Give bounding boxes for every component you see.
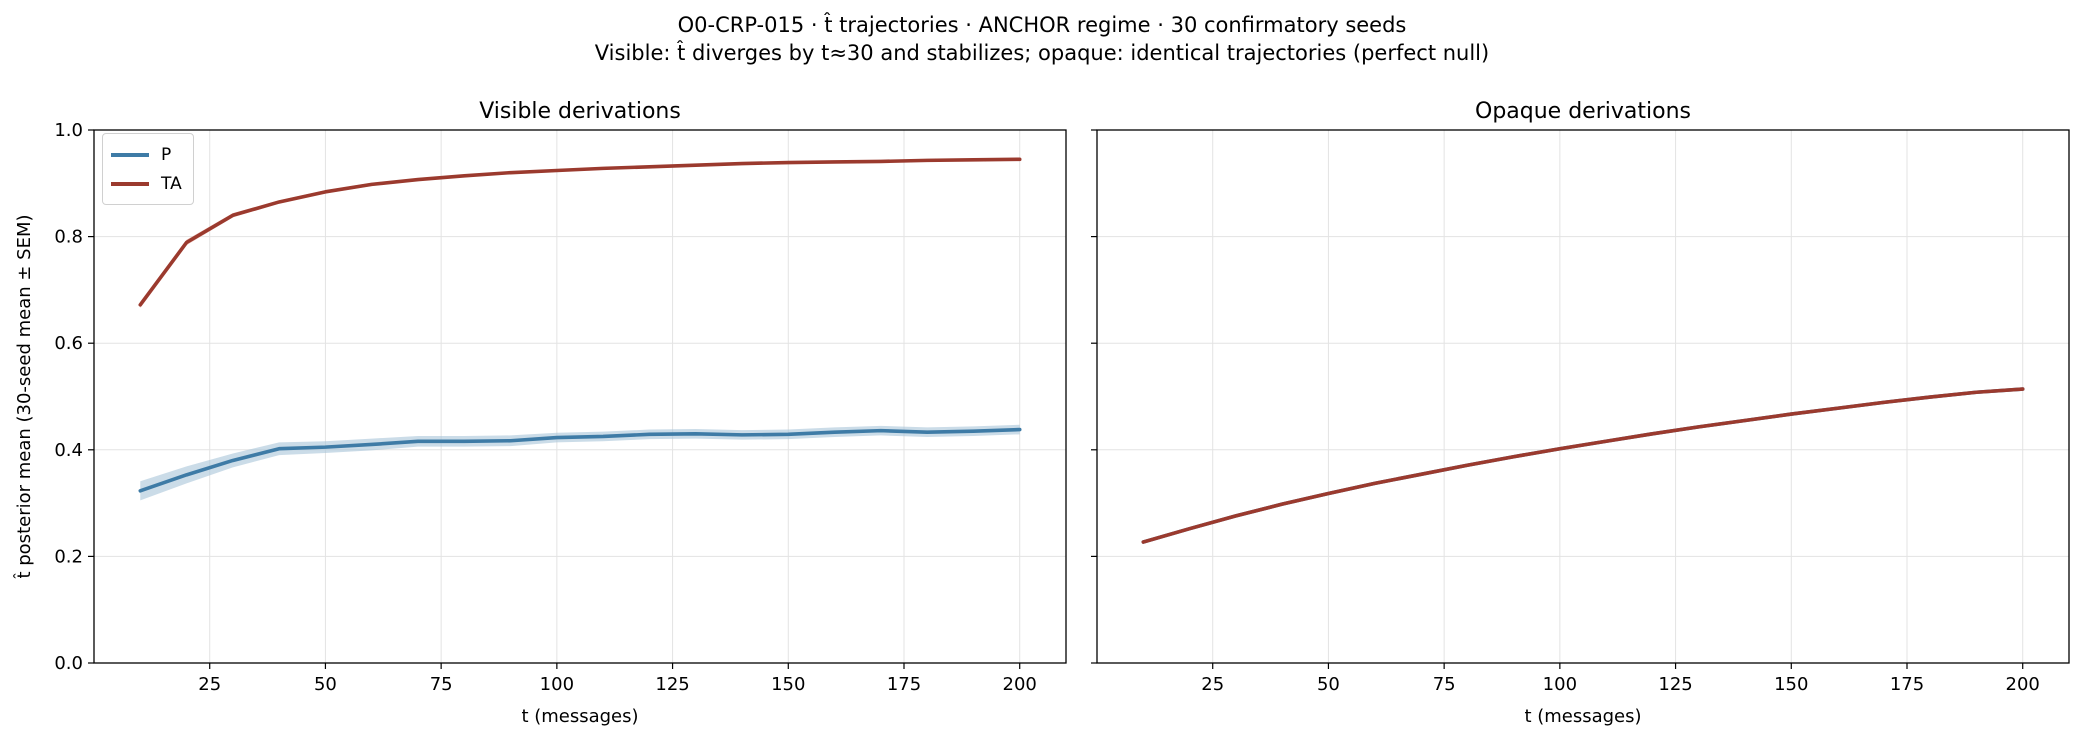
x-tick-label: 150 <box>1774 674 1808 695</box>
x-tick-label: 175 <box>1890 674 1924 695</box>
legend: P TA <box>102 133 194 205</box>
series-line-ta <box>138 157 1022 307</box>
figure-title-line-1: O0-CRP-015 · t̂ trajectories · ANCHOR re… <box>677 13 1407 37</box>
series-line-p <box>138 427 1022 493</box>
series-line-p <box>1141 387 2025 544</box>
series-line-ta <box>1141 387 2025 544</box>
x-tick-label: 150 <box>771 674 805 695</box>
legend-item-p: P <box>111 143 171 167</box>
y-axis-label: t̂ posterior mean (30-seed mean ± SEM) <box>14 214 35 579</box>
x-tick-label: 100 <box>1543 674 1577 695</box>
x-tick-label: 125 <box>1658 674 1692 695</box>
legend-swatch-ta <box>111 182 149 186</box>
x-tick-label: 75 <box>1433 674 1456 695</box>
legend-label-ta: TA <box>161 174 182 194</box>
x-tick-label: 25 <box>198 674 221 695</box>
y-tick-label: 0.8 <box>54 227 83 248</box>
x-tick-label: 50 <box>314 674 337 695</box>
x-tick-label: 100 <box>540 674 574 695</box>
panel-title: Visible derivations <box>479 99 681 124</box>
x-tick-label: 200 <box>1003 674 1037 695</box>
x-tick-label: 125 <box>655 674 689 695</box>
y-tick-label: 1.0 <box>54 120 83 141</box>
plot-frame <box>93 129 1067 664</box>
y-tick-label: 0.2 <box>54 546 83 567</box>
x-tick-label: 25 <box>1201 674 1224 695</box>
x-tick-label: 175 <box>887 674 921 695</box>
y-tick-label: 0.0 <box>54 653 83 674</box>
legend-swatch-p <box>111 153 149 157</box>
x-tick-label: 200 <box>2006 674 2040 695</box>
x-axis-label: t (messages) <box>1524 706 1641 727</box>
x-tick-label: 75 <box>430 674 453 695</box>
sem-band-ta <box>140 158 1020 309</box>
y-tick-label: 0.6 <box>54 333 83 354</box>
figure-title-line-2: Visible: t̂ diverges by t≈30 and stabili… <box>594 41 1490 65</box>
x-axis-label: t (messages) <box>521 706 638 727</box>
plot-frame <box>1096 129 2070 664</box>
x-tick-label: 50 <box>1317 674 1340 695</box>
legend-label-p: P <box>161 145 172 165</box>
y-tick-label: 0.4 <box>54 440 83 461</box>
panel-title: Opaque derivations <box>1475 99 1691 124</box>
legend-item-ta: TA <box>111 172 182 196</box>
